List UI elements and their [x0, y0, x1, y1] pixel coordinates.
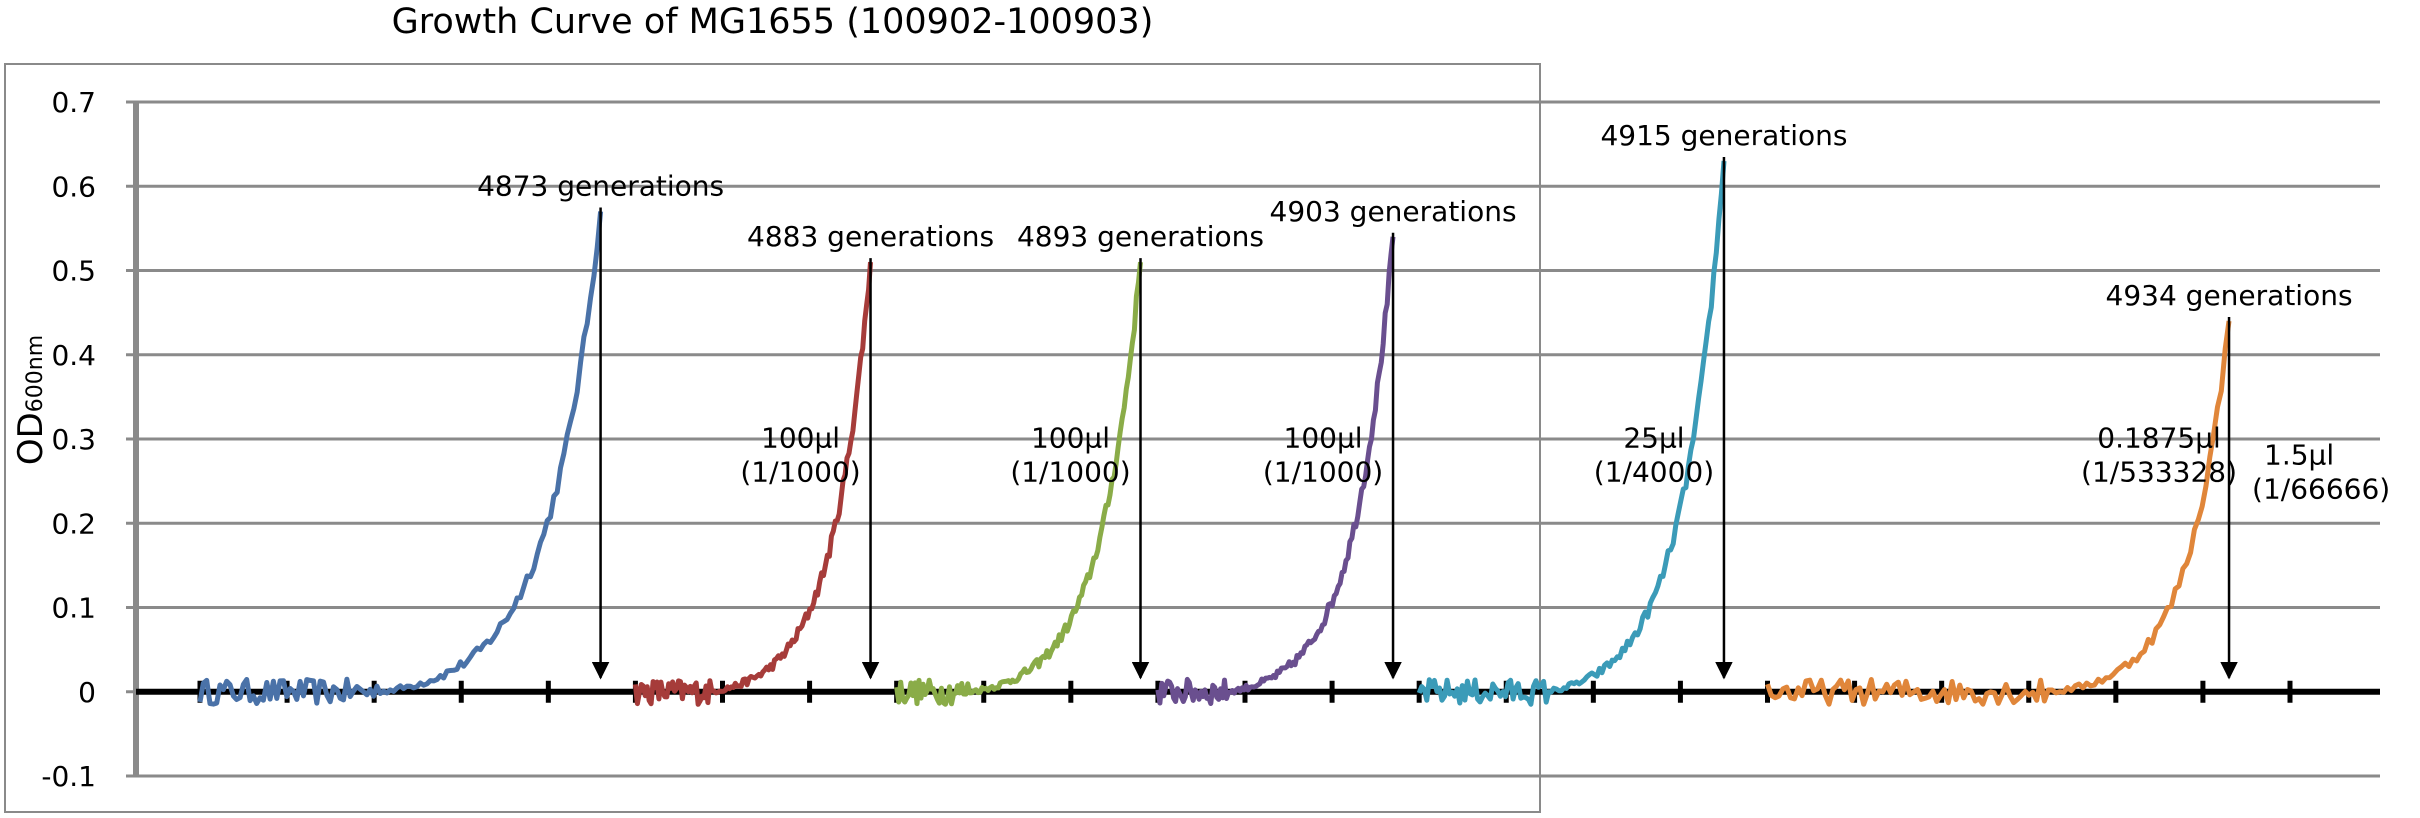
transfer-volume-label: 100μl	[761, 421, 840, 454]
chart-title: Growth Curve of MG1655 (100902-100903)	[391, 2, 1154, 42]
transfer-volume-label: 100μl	[1031, 421, 1110, 454]
y-tick-label: -0.1	[41, 760, 96, 793]
growth-curve-series-2	[632, 261, 873, 707]
growth-curve-series-3	[894, 261, 1143, 707]
generation-label: 4915 generations	[1600, 119, 1847, 152]
y-tick-label: 0.1	[51, 592, 96, 625]
y-tick-label: 0.4	[51, 339, 96, 372]
growth-curve-series-5	[1416, 160, 1727, 707]
generation-label: 4883 generations	[747, 220, 994, 253]
growth-curve-series-4	[1155, 236, 1396, 706]
dilution-label: (1/4000)	[1594, 455, 1714, 488]
generation-label: 4873 generations	[477, 170, 724, 203]
transfer-volume-label: 0.1875μl	[2097, 421, 2221, 454]
transfer-volume-label: 1.5μl	[2264, 438, 2334, 471]
y-tick-label: 0.6	[51, 170, 96, 203]
transfer-volume-label: 25μl	[1623, 421, 1684, 454]
y-axis-label: OD600nm	[11, 335, 51, 465]
growth-curve-series-6	[1765, 320, 2232, 707]
transfer-volume-label: 100μl	[1284, 421, 1363, 454]
generation-label: 4934 generations	[2106, 279, 2353, 312]
y-tick-label: 0.2	[51, 507, 96, 540]
dilution-label: (1/1000)	[740, 455, 860, 488]
y-tick-label: 0.5	[51, 255, 96, 288]
y-tick-label: 0.3	[51, 423, 96, 456]
dilution-label: (1/66666)	[2252, 472, 2390, 505]
y-axis-label-main: OD	[11, 412, 51, 465]
dilution-label: (1/533328)	[2081, 455, 2237, 488]
y-tick-label: 0.7	[51, 86, 96, 119]
generation-label: 4893 generations	[1017, 220, 1264, 253]
y-axis-label-subscript: 600nm	[23, 335, 48, 412]
generation-label: 4903 generations	[1270, 195, 1517, 228]
y-tick-label: 0	[78, 676, 96, 709]
dilution-label: (1/1000)	[1010, 455, 1130, 488]
growth-curve-series-1	[197, 211, 604, 707]
dilution-label: (1/1000)	[1263, 455, 1383, 488]
